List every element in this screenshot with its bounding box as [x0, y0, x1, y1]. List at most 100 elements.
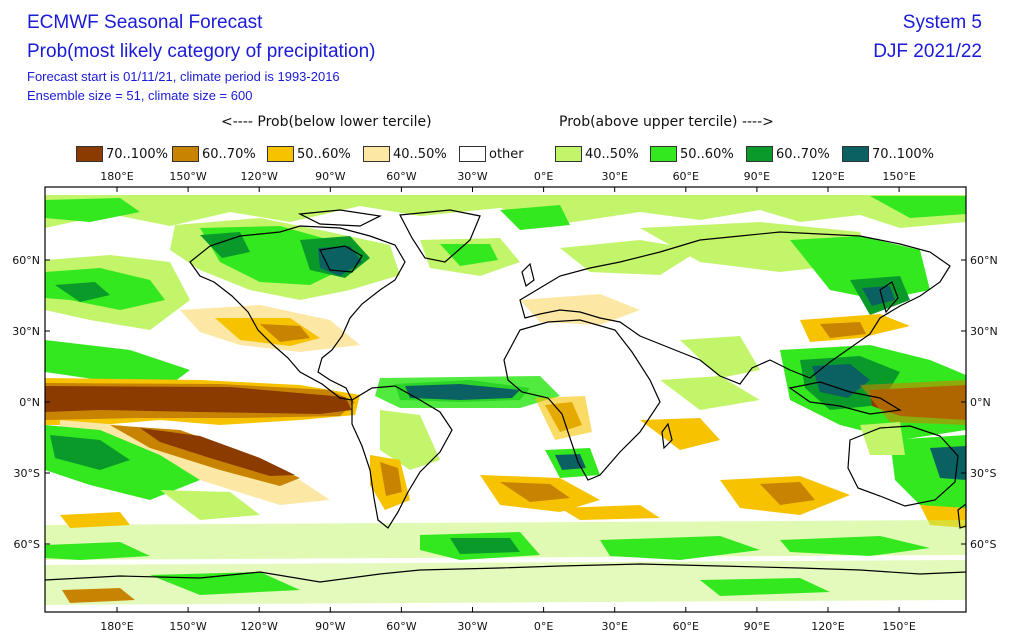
field-spcz-core [140, 428, 295, 476]
lon-tick-bottom: 120°W [241, 620, 278, 633]
legend-item: 40..50% [555, 145, 639, 163]
field-us-south-dry3 [260, 324, 310, 342]
lon-tick-bottom: 150°W [169, 620, 206, 633]
coast-new-zealand [957, 503, 966, 529]
field-sa-light [380, 410, 440, 470]
lat-tick-left: 30°N [12, 325, 40, 338]
lon-tick-top: 90°W [315, 170, 345, 183]
field-japan-teal-2 [862, 286, 895, 306]
legend-label: 70..100% [872, 146, 934, 162]
ensemble-size-info: Ensemble size = 51, climate size = 600 [27, 88, 253, 103]
legend-label: other [489, 146, 524, 162]
color-legend: 70..100% 60..70% 50..60% 40..50% other 40..50… [0, 145, 1012, 165]
legend-swatch [459, 146, 486, 162]
field-so-green2 [600, 536, 760, 560]
field-europe-light [560, 240, 700, 275]
axis-ticks: 180°E 180°E 150°W 150°W 120°W 120°W 90°W 90°W 60… [12, 170, 997, 633]
lat-tick-right: 60°S [970, 538, 996, 551]
lon-tick-top: 30°E [601, 170, 627, 183]
lat-tick-right: 60°N [970, 254, 998, 267]
field-africa-teal [555, 454, 586, 470]
field-arctic-light [45, 195, 966, 228]
legend-label: 50..60% [297, 146, 351, 162]
field-greenland-green [500, 205, 570, 230]
lon-tick-top: 90°E [744, 170, 770, 183]
field-npac-green [45, 268, 165, 310]
legend-item: 50..60% [650, 145, 734, 163]
field-io-dry2 [760, 482, 815, 505]
lon-tick-bottom: 30°E [601, 620, 627, 633]
legend-label: 60..70% [202, 146, 256, 162]
coast-greenland [399, 209, 481, 263]
legend-item: other [459, 145, 524, 163]
legend-item: 70..100% [76, 145, 168, 163]
field-mc-teal [812, 364, 870, 398]
field-so-dry2 [560, 505, 660, 520]
map-title: ECMWF Seasonal Forecast [27, 12, 263, 33]
field-so-dry1 [60, 512, 130, 528]
field-sa-dry2 [380, 462, 402, 496]
coast-eurasia [519, 231, 951, 385]
lat-tick-left: 0°N [19, 396, 40, 409]
legend-swatch [650, 146, 677, 162]
legend-item: 60..70% [172, 145, 256, 163]
field-antarctic-dry [62, 588, 135, 603]
lon-tick-top: 30°W [457, 170, 487, 183]
field-med-dry [520, 294, 640, 325]
field-aus-light [860, 422, 905, 455]
above-tercile-label: Prob(above upper tercile) ----> [559, 114, 774, 130]
lon-tick-bottom: 30°W [457, 620, 487, 633]
probability-fields [45, 195, 966, 605]
forecast-start-info: Forecast start is 01/11/21, climate peri… [27, 69, 340, 84]
field-na-west-green [200, 232, 250, 258]
lon-tick-top: 60°W [386, 170, 416, 183]
lon-tick-bottom: 60°W [386, 620, 416, 633]
field-npac-teal [55, 282, 110, 302]
legend-item: 40..50% [363, 145, 447, 163]
lat-tick-right: 30°N [970, 325, 998, 338]
legend-label: 60..70% [776, 146, 830, 162]
lon-tick-top: 0°E [534, 170, 553, 183]
field-india-light [680, 336, 760, 378]
field-spcz-dry [60, 420, 330, 505]
lon-tick-bottom: 0°E [534, 620, 553, 633]
field-so-green3 [780, 536, 930, 556]
coast-maritime-continent [788, 381, 902, 415]
lat-tick-left: 30°S [14, 467, 40, 480]
coast-hudson-bay [319, 245, 363, 273]
system-label: System 5 [902, 12, 982, 33]
coast-south-america [351, 385, 453, 529]
coast-arctic-islands [297, 209, 382, 227]
field-arctic-green-2 [870, 196, 966, 218]
lon-tick-bottom: 60°E [673, 620, 699, 633]
field-east-asia-dry2 [820, 322, 866, 338]
legend-label: 50..60% [680, 146, 734, 162]
legend-item: 50..60% [267, 145, 351, 163]
lon-tick-top: 120°E [811, 170, 844, 183]
field-arctic-green [45, 198, 140, 222]
lon-tick-bottom: 90°E [744, 620, 770, 633]
lat-tick-right: 30°S [970, 467, 996, 480]
field-eqpac-core [45, 386, 352, 414]
map-subtitle: Prob(most likely category of precipitati… [27, 41, 376, 62]
coastlines [45, 209, 966, 583]
legend-label: 70..100% [106, 146, 168, 162]
lon-tick-top: 150°W [169, 170, 206, 183]
field-eqatl-teal2 [405, 384, 520, 400]
lat-tick-right: 0°N [970, 396, 991, 409]
legend-swatch [76, 146, 103, 162]
coast-japan [879, 281, 899, 314]
legend-swatch [842, 146, 869, 162]
field-spac-light [160, 490, 260, 520]
field-satl-dry2 [500, 482, 570, 502]
field-so-teal1 [450, 538, 520, 554]
legend-item: 60..70% [746, 145, 830, 163]
coast-uk [521, 262, 535, 288]
field-spac-teal [50, 435, 130, 470]
legend-swatch [172, 146, 199, 162]
coast-north-america [189, 225, 406, 401]
lon-tick-bottom: 180°E [100, 620, 133, 633]
map-frame [44, 186, 967, 613]
season-label: DJF 2021/22 [873, 41, 982, 62]
